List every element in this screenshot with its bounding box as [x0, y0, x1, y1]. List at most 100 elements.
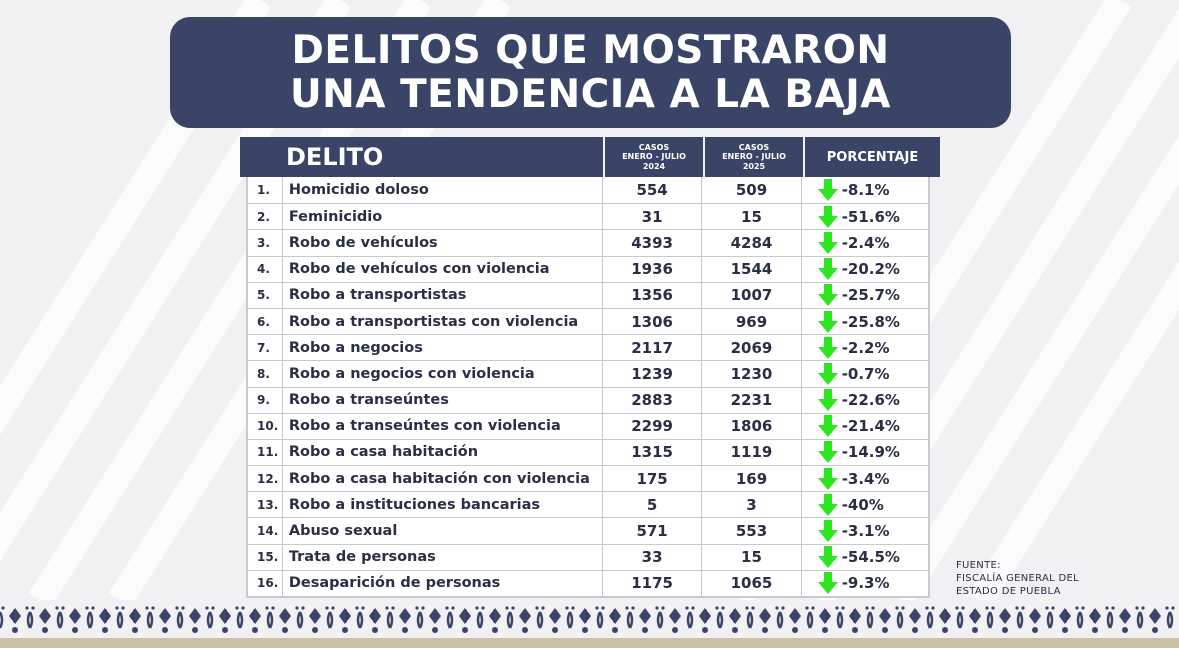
crime-name: Robo a transeúntes: [283, 387, 603, 413]
down-arrow-icon: [817, 572, 842, 595]
crime-name: Abuso sexual: [283, 518, 603, 544]
row-number: 7.: [248, 335, 283, 361]
header-2024: CASOS ENERO - JULIO 2024: [603, 137, 703, 177]
cases-2025: 15: [702, 544, 802, 570]
cases-2025: 1065: [702, 570, 802, 596]
table-row: 8. Robo a negocios con violencia 1239 1230 -…: [248, 360, 928, 387]
cases-2024: 33: [603, 544, 703, 570]
cases-2024: 2299: [603, 413, 703, 439]
crime-name: Robo a transportistas: [283, 282, 603, 308]
percentage-cell: -21.4%: [802, 414, 928, 439]
source-label: FUENTE:: [956, 560, 1001, 571]
crime-name: Homicidio doloso: [283, 177, 603, 204]
title-line-2: UNA TENDENCIA A LA BAJA: [290, 71, 891, 117]
crime-name: Robo a instituciones bancarias: [283, 492, 603, 518]
percentage-cell: -54.5%: [802, 545, 928, 570]
percentage-cell: -22.6%: [802, 388, 928, 413]
cases-2025: 1230: [702, 361, 802, 387]
table-row: 15. Trata de personas 33 15 -54.5%: [248, 543, 928, 570]
crime-name: Desaparición de personas: [283, 570, 603, 596]
down-arrow-icon: [817, 389, 842, 412]
header-delito: DELITO: [240, 137, 603, 177]
header-porcentaje: PORCENTAJE: [803, 137, 940, 177]
crime-name: Robo a casa habitación: [283, 439, 603, 466]
down-arrow-icon: [817, 284, 842, 307]
row-number: 10.: [248, 413, 283, 439]
percentage-cell: -14.9%: [802, 440, 928, 465]
table-row: 9. Robo a transeúntes 2883 2231 -22.6%: [248, 386, 928, 413]
crime-name: Robo de vehículos con violencia: [283, 256, 603, 282]
header-2025-line-3: 2025: [742, 161, 766, 171]
percentage-cell: -0.7%: [802, 361, 928, 386]
table-row: 11. Robo a casa habitación 1315 1119 -14.9%: [248, 438, 928, 466]
down-arrow-icon: [817, 205, 842, 228]
crime-name: Robo a casa habitación con violencia: [283, 466, 603, 492]
cases-2025: 1806: [702, 413, 802, 439]
percentage-cell: -9.3%: [802, 571, 928, 596]
decorative-border: [0, 604, 1179, 636]
row-number: 1.: [248, 177, 283, 204]
percentage-cell: -2.4%: [802, 230, 928, 255]
percentage-cell: -25.8%: [802, 309, 928, 334]
down-arrow-icon: [817, 231, 842, 254]
percentage-value: -20.2%: [841, 260, 900, 279]
cases-2024: 4393: [603, 230, 703, 256]
table-row: 6. Robo a transportistas con violencia 130…: [248, 307, 928, 335]
row-number: 16.: [248, 570, 283, 596]
cases-2025: 4284: [702, 230, 802, 256]
table-row: 3. Robo de vehículos 4393 4284 -2.4%: [248, 229, 928, 256]
source-note: FUENTE: FISCALÍA GENERAL DEL ESTADO DE P…: [956, 559, 1079, 598]
down-arrow-icon: [817, 310, 842, 333]
crime-name: Trata de personas: [283, 544, 603, 570]
percentage-value: -54.5%: [841, 548, 900, 567]
cases-2024: 31: [603, 204, 703, 230]
row-number: 5.: [248, 282, 283, 308]
percentage-value: -14.9%: [841, 443, 900, 462]
percentage-value: -22.6%: [841, 391, 900, 410]
down-arrow-icon: [817, 441, 842, 464]
down-arrow-icon: [817, 362, 842, 385]
percentage-value: -21.4%: [841, 417, 900, 436]
down-arrow-icon: [817, 415, 842, 438]
percentage-cell: -2.2%: [802, 335, 928, 360]
cases-2024: 1936: [603, 256, 703, 282]
header-2025-line-1: CASOS: [738, 142, 770, 152]
crime-name: Robo a negocios: [283, 335, 603, 361]
cases-2025: 1007: [702, 282, 802, 308]
crime-name: Robo a transportistas con violencia: [283, 308, 603, 335]
down-arrow-icon: [817, 179, 842, 202]
cases-2024: 554: [603, 177, 703, 204]
table-row: 10. Robo a transeúntes con violencia 2299 1…: [248, 412, 928, 439]
crime-name: Feminicidio: [283, 204, 603, 230]
table-row: 14. Abuso sexual 571 553 -3.1%: [248, 517, 928, 544]
row-number: 13.: [248, 492, 283, 518]
cases-2025: 1119: [702, 439, 802, 466]
crime-table: DELITO CASOS ENERO - JULIO 2024 CASOS EN…: [240, 137, 940, 598]
down-arrow-icon: [817, 467, 842, 490]
cases-2024: 175: [603, 466, 703, 492]
percentage-value: -2.2%: [841, 338, 890, 357]
row-number: 14.: [248, 518, 283, 544]
cases-2024: 1315: [603, 439, 703, 466]
cases-2024: 2883: [603, 387, 703, 413]
percentage-value: -51.6%: [841, 207, 900, 226]
header-2024-line-3: 2024: [642, 161, 666, 171]
crime-name: Robo de vehículos: [283, 230, 603, 256]
cases-2025: 1544: [702, 256, 802, 282]
cases-2025: 2069: [702, 335, 802, 361]
cases-2025: 2231: [702, 387, 802, 413]
percentage-cell: -3.1%: [802, 518, 928, 543]
header-2024-line-2: ENERO - JULIO: [622, 152, 686, 162]
percentage-cell: -25.7%: [802, 283, 928, 308]
cases-2025: 15: [702, 204, 802, 230]
cases-2024: 1306: [603, 308, 703, 335]
row-number: 2.: [248, 204, 283, 230]
row-number: 8.: [248, 361, 283, 387]
percentage-cell: -3.4%: [802, 466, 928, 491]
table-row: 5. Robo a transportistas 1356 1007 -25.7%: [248, 281, 928, 308]
row-number: 11.: [248, 439, 283, 466]
table-row: 16. Desaparición de personas 1175 1065 -9.3%: [248, 569, 928, 596]
cases-2025: 169: [702, 466, 802, 492]
header-2025: CASOS ENERO - JULIO 2025: [703, 137, 803, 177]
table-body: 1. Homicidio doloso 554 509 -8.1% 2. Feminicid…: [246, 177, 930, 598]
